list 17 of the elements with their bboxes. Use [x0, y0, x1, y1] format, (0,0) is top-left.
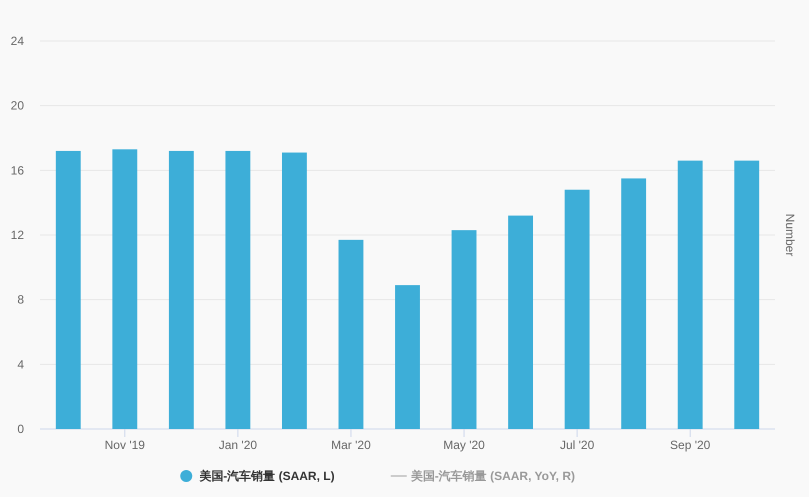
y-tick-label: 24: [10, 34, 24, 48]
y-tick-label: 20: [10, 98, 24, 113]
y2-axis-title: Number: [783, 214, 797, 256]
x-tick-label: May '20: [443, 438, 486, 452]
y-tick-label: 8: [17, 292, 24, 307]
x-tick-label: Nov '19: [104, 438, 146, 452]
y-tick-label: 0: [17, 422, 24, 436]
legend-label: 美国-汽车销量 (SAAR, L): [198, 469, 335, 483]
x-tick-label: Jan '20: [218, 438, 258, 452]
y-tick-label: 16: [10, 163, 24, 178]
y-tick-label: 4: [17, 357, 24, 372]
plot: 0 4 8 12 16 20 24 Nov '19 Jan '20 Mar '20 May '20 Jul '20 Sep '20 Number: [10, 34, 797, 452]
y-tick-label: 12: [10, 228, 24, 242]
legend-label: 美国-汽车销量 (SAAR, YoY, R): [410, 469, 575, 483]
x-tick-label: Sep '20: [670, 438, 711, 452]
x-tick-label: Mar '20: [331, 438, 372, 452]
x-tick-label: Jul '20: [560, 438, 595, 452]
